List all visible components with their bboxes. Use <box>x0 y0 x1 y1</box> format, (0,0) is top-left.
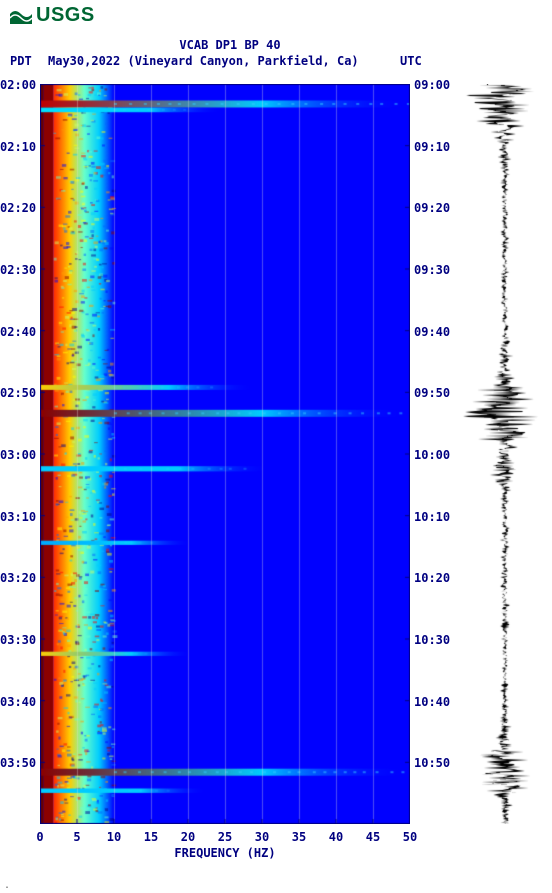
ytick-right-label: 09:50 <box>414 386 454 400</box>
ytick-left-label: 03:20 <box>0 571 38 585</box>
ytick-left-label: 02:30 <box>0 263 38 277</box>
ytick-right-label: 10:40 <box>414 695 454 709</box>
xtick-label: 40 <box>329 830 343 844</box>
tz-left-label: PDT <box>10 54 32 68</box>
xtick-label: 0 <box>36 830 43 844</box>
ytick-right-label: 10:00 <box>414 448 454 462</box>
wave-icon <box>10 8 32 24</box>
seismogram-strip <box>460 84 550 824</box>
ytick-right-label: 10:10 <box>414 510 454 524</box>
usgs-logo-text: USGS <box>36 4 95 27</box>
spectrogram-canvas <box>40 84 410 824</box>
xtick-label: 35 <box>292 830 306 844</box>
ytick-left-label: 02:40 <box>0 325 38 339</box>
ytick-right-label: 10:20 <box>414 571 454 585</box>
usgs-logo: USGS <box>10 4 95 27</box>
ytick-right-label: 09:10 <box>414 140 454 154</box>
spectrogram-plot <box>40 84 410 824</box>
xtick-label: 20 <box>181 830 195 844</box>
ytick-left-label: 03:10 <box>0 510 38 524</box>
xtick-label: 30 <box>255 830 269 844</box>
ytick-left-label: 03:40 <box>0 695 38 709</box>
seismogram-canvas <box>460 84 550 824</box>
ytick-left-label: 03:00 <box>0 448 38 462</box>
ytick-right-label: 10:30 <box>414 633 454 647</box>
xtick-label: 45 <box>366 830 380 844</box>
tz-right-label: UTC <box>400 54 422 68</box>
ytick-right-label: 09:30 <box>414 263 454 277</box>
xtick-label: 15 <box>144 830 158 844</box>
xtick-label: 50 <box>403 830 417 844</box>
ytick-right-label: 09:20 <box>414 201 454 215</box>
ytick-left-label: 02:20 <box>0 201 38 215</box>
xaxis-label: FREQUENCY (HZ) <box>40 846 410 860</box>
xtick-label: 10 <box>107 830 121 844</box>
ytick-left-label: 02:00 <box>0 78 38 92</box>
ytick-left-label: 02:10 <box>0 140 38 154</box>
chart-title: VCAB DP1 BP 40 <box>0 38 460 52</box>
xaxis-ticks: 05101520253035404550 <box>40 830 410 846</box>
ytick-right-label: 10:50 <box>414 756 454 770</box>
ytick-right-label: 09:40 <box>414 325 454 339</box>
xtick-label: 25 <box>218 830 232 844</box>
ytick-right-label: 09:00 <box>414 78 454 92</box>
xtick-label: 5 <box>73 830 80 844</box>
ytick-left-label: 03:50 <box>0 756 38 770</box>
ytick-left-label: 03:30 <box>0 633 38 647</box>
date-location-label: May30,2022 (Vineyard Canyon, Parkfield, … <box>48 54 359 68</box>
ytick-left-label: 02:50 <box>0 386 38 400</box>
footer-mark: . <box>4 880 10 891</box>
